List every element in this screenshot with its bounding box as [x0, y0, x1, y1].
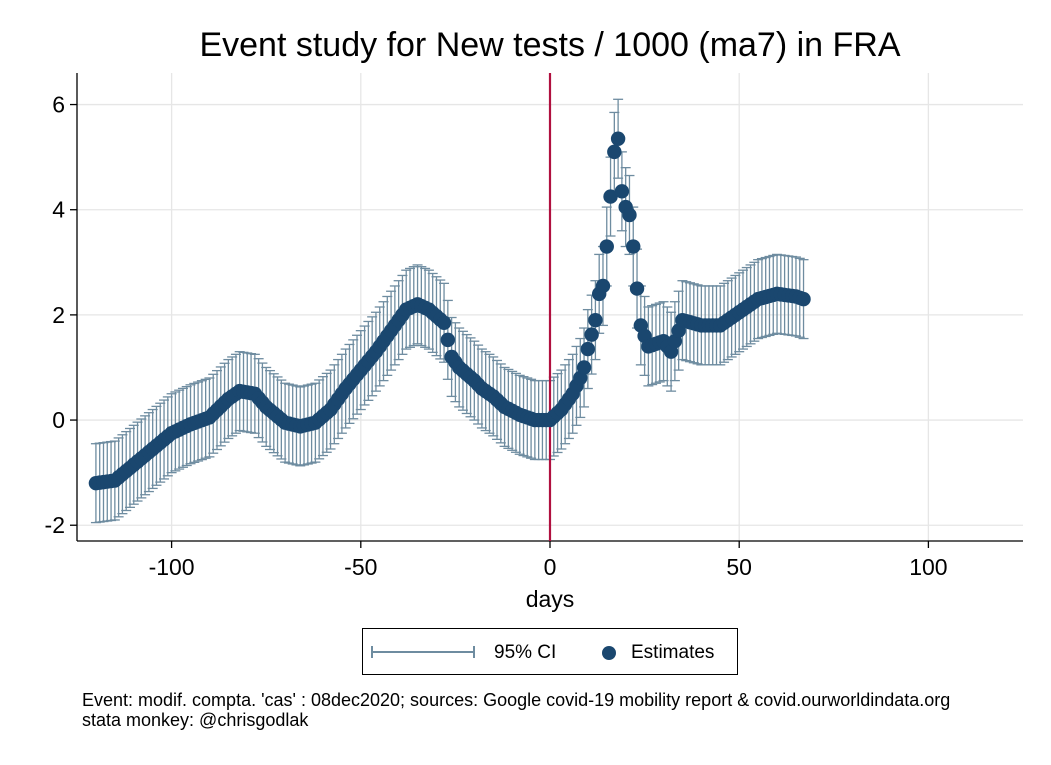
- chart-note: Event: modif. compta. 'cas' : 08dec2020;…: [82, 690, 1051, 730]
- legend-estimate-marker: [602, 646, 616, 660]
- estimate-point: [610, 131, 626, 146]
- estimate-point: [607, 144, 622, 160]
- note-source-line: Event: modif. compta. 'cas' : 08dec2020;…: [82, 690, 951, 710]
- x-axis-label: days: [526, 586, 575, 612]
- y-tick-label: 2: [52, 302, 65, 328]
- legend: 95% CI Estimates: [362, 628, 738, 675]
- estimate-point: [576, 360, 592, 375]
- note-credit-line: stata monkey: @chrisgodlak: [82, 710, 309, 730]
- y-tick-label: 0: [52, 407, 65, 433]
- estimate-point: [595, 278, 611, 294]
- y-tick-label: 4: [52, 197, 65, 223]
- y-tick-label: 6: [52, 92, 65, 118]
- y-tick-label: -2: [45, 512, 65, 538]
- x-tick-label: 0: [544, 554, 557, 580]
- estimate-point: [580, 341, 596, 357]
- x-tick-label: 50: [726, 554, 752, 580]
- estimate-point: [599, 239, 614, 254]
- legend-ci-label: 95% CI: [494, 642, 557, 663]
- legend-estimates-label: Estimates: [631, 642, 715, 663]
- estimate-point: [436, 315, 452, 330]
- chart-title: Event study for New tests / 1000 (ma7) i…: [199, 26, 901, 64]
- estimate-point: [622, 207, 637, 223]
- estimate-point: [440, 332, 456, 348]
- estimate-point: [796, 291, 811, 307]
- estimate-point: [629, 281, 645, 296]
- estimate-point: [584, 327, 599, 342]
- x-tick-label: -100: [149, 554, 195, 580]
- estimate-point: [603, 189, 618, 204]
- legend-ci-swatch: [371, 646, 475, 658]
- estimate-point: [614, 184, 630, 199]
- estimate-point: [626, 239, 641, 254]
- x-tick-label: -50: [344, 554, 377, 580]
- estimate-point: [588, 312, 603, 328]
- x-tick-label: 100: [909, 554, 947, 580]
